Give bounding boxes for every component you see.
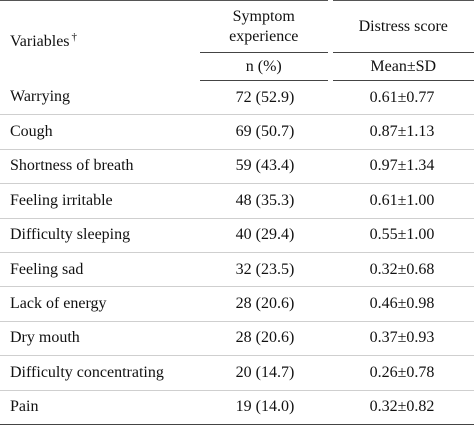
header-text: Symptom experience: [229, 7, 299, 45]
table-header: Variables † Symptom experience Distress s…: [0, 0, 474, 81]
value-cell: 20 (14.7): [200, 355, 330, 391]
variable-cell: Lack of energy: [0, 286, 200, 322]
table-row: Cough 69 (50.7) 0.87±1.13: [0, 114, 474, 150]
header-text: n (%): [245, 57, 282, 75]
value-cell: 0.61±0.77: [330, 80, 474, 116]
variable-cell: Cough: [0, 114, 200, 150]
variable-cell: Shortness of breath: [0, 149, 200, 185]
table-row: Dry mouth 28 (20.6) 0.37±0.93: [0, 321, 474, 357]
header-cell: Distress score: [327, 0, 474, 53]
value-cell: 19 (14.0): [200, 390, 330, 425]
variable-cell: Difficulty sleeping: [0, 218, 200, 253]
value-cell: 0.87±1.13: [330, 114, 474, 150]
header-text: Variables: [10, 32, 70, 50]
header-cell: Variables †: [0, 0, 200, 81]
variable-cell: Difficulty concentrating: [0, 355, 200, 391]
value-cell: 28 (20.6): [200, 321, 330, 357]
variable-cell: Warrying: [0, 80, 200, 116]
header-cell: Symptom experience: [200, 0, 330, 53]
table-row: Warrying 72 (52.9) 0.61±0.77: [0, 80, 474, 116]
header-text: Mean±SD: [370, 57, 437, 75]
value-cell: 0.37±0.93: [330, 321, 474, 357]
variable-cell: Dry mouth: [0, 321, 200, 357]
value-cell: 0.55±1.00: [330, 218, 474, 253]
table-row: Pain 19 (14.0) 0.32±0.82: [0, 390, 474, 425]
value-cell: 40 (29.4): [200, 218, 330, 253]
value-cell: 0.32±0.68: [330, 252, 474, 288]
table-row: Lack of energy 28 (20.6) 0.46±0.98: [0, 286, 474, 322]
table-row: Difficulty concentrating 20 (14.7) 0.26±0.…: [0, 355, 474, 391]
header-cell: Mean±SD: [327, 52, 474, 81]
table-row: Feeling irritable 48 (35.3) 0.61±1.00: [0, 183, 474, 219]
header-cell: n (%): [200, 52, 330, 81]
value-cell: 48 (35.3): [200, 183, 330, 219]
value-cell: 28 (20.6): [200, 286, 330, 322]
value-cell: 0.97±1.34: [330, 149, 474, 185]
variable-cell: Pain: [0, 390, 200, 425]
header-row: Variables † Symptom experience Distress s…: [0, 0, 474, 81]
value-cell: 59 (43.4): [200, 149, 330, 185]
value-cell: 0.26±0.78: [330, 355, 474, 391]
table-row: Feeling sad 32 (23.5) 0.32±0.68: [0, 252, 474, 288]
variable-cell: Feeling sad: [0, 252, 200, 288]
value-cell: 69 (50.7): [200, 114, 330, 150]
table-row: Difficulty sleeping 40 (29.4) 0.55±1.00: [0, 218, 474, 253]
value-cell: 72 (52.9): [200, 80, 330, 116]
table-body: Warrying 72 (52.9) 0.61±0.77 Cough 69 (50.7)…: [0, 80, 474, 425]
value-cell: 32 (23.5): [200, 252, 330, 288]
value-cell: 0.32±0.82: [330, 390, 474, 425]
variable-cell: Feeling irritable: [0, 183, 200, 219]
value-cell: 0.61±1.00: [330, 183, 474, 219]
table-row: Shortness of breath 59 (43.4) 0.97±1.34: [0, 149, 474, 185]
footnote-mark: †: [71, 30, 78, 43]
header-text: Distress score: [358, 17, 448, 35]
header-row: n (%) Mean±SD: [0, 52, 474, 81]
value-cell: 0.46±0.98: [330, 286, 474, 322]
